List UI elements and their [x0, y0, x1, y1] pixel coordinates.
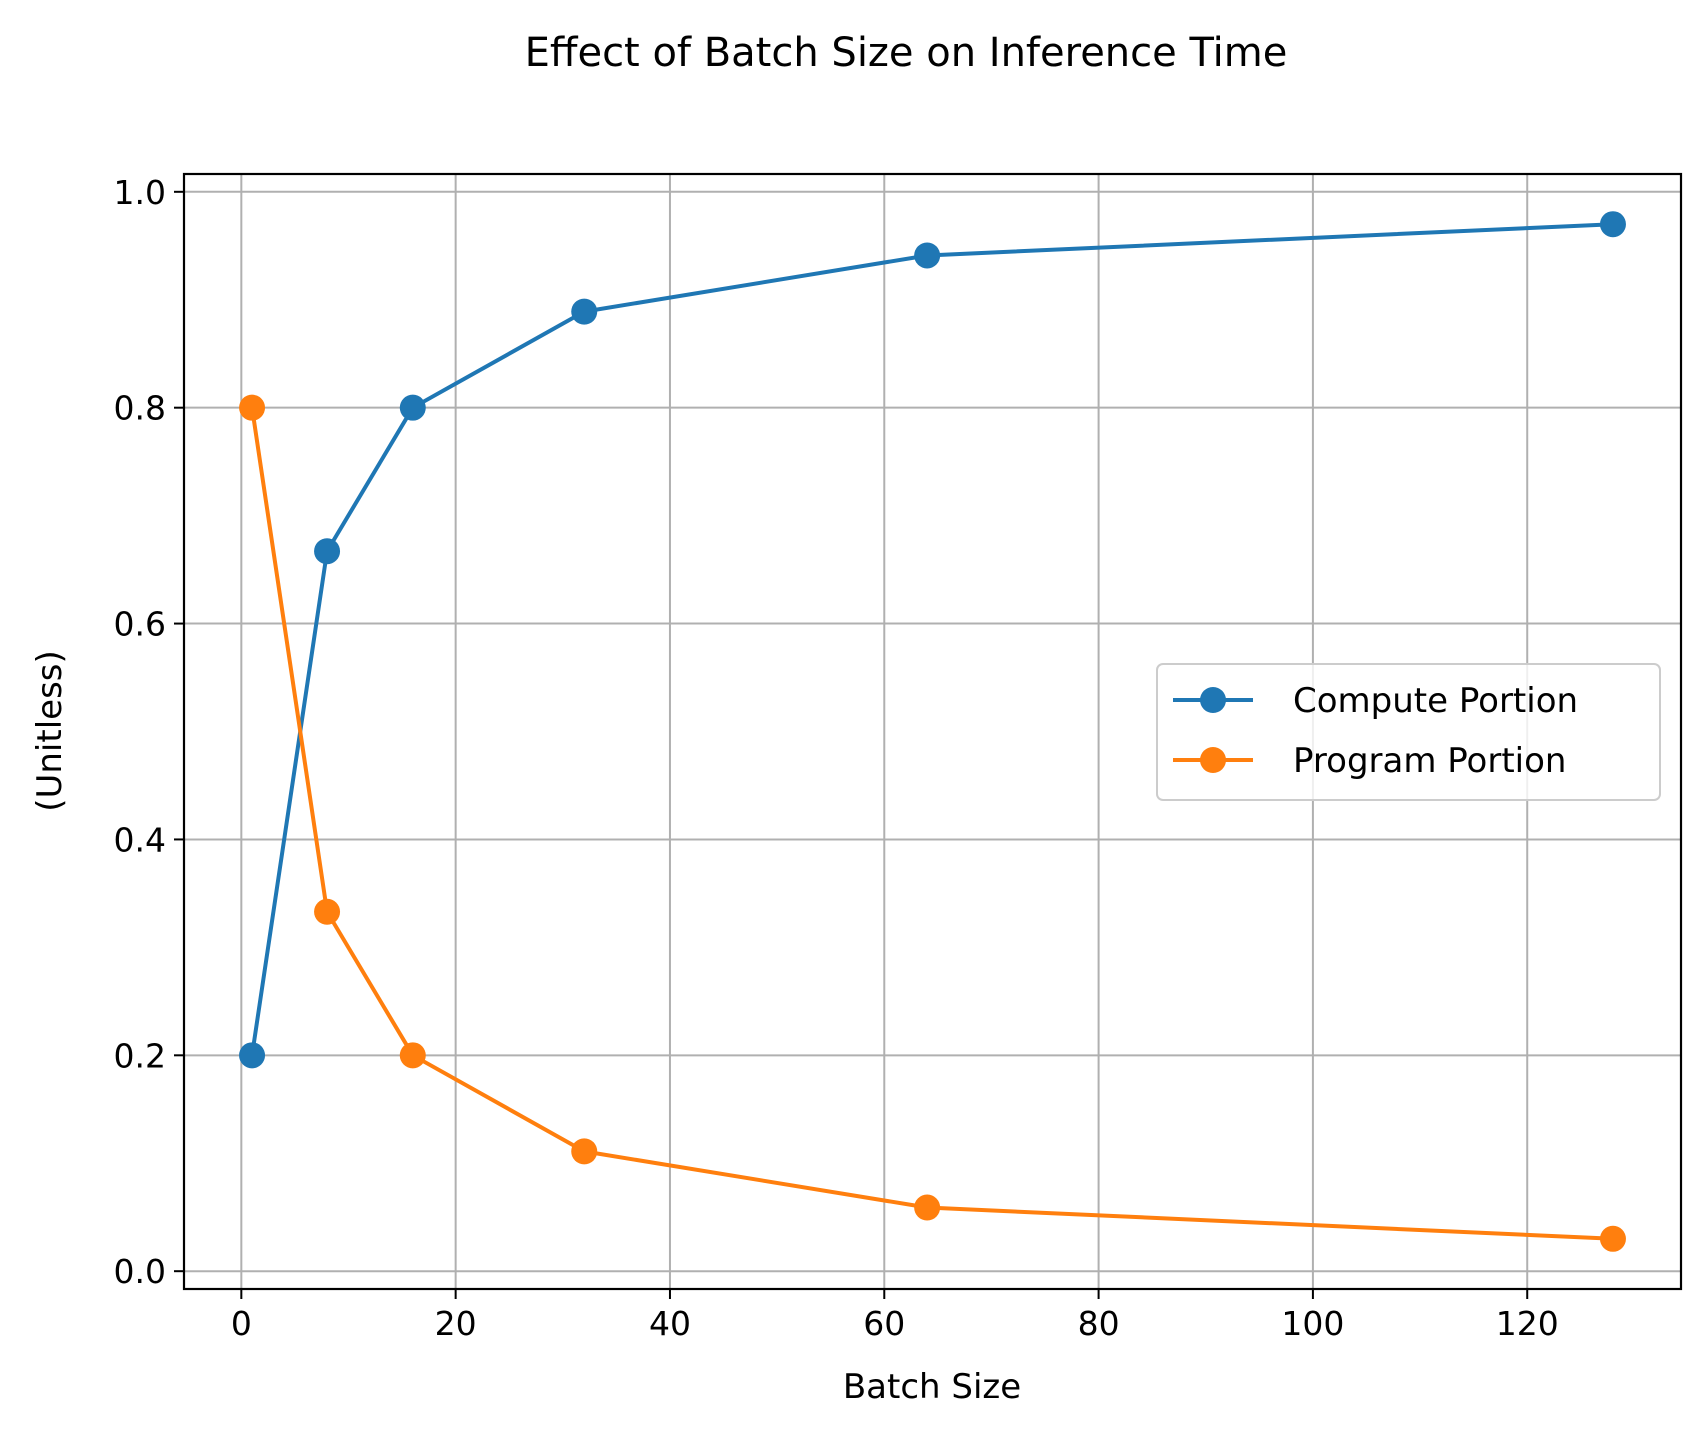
data-point-program-portion — [1599, 1225, 1626, 1252]
series-line-program-portion — [250, 407, 1614, 1241]
plot-frame — [182, 172, 1683, 1291]
legend-marker — [1200, 687, 1226, 713]
data-point-compute-portion — [399, 394, 426, 421]
series-line-compute-portion — [250, 222, 1614, 1056]
y-tick-label: 0.2 — [114, 1036, 166, 1075]
x-axis-label: Batch Size — [843, 1367, 1021, 1407]
data-point-compute-portion — [571, 298, 598, 325]
x-tick-label: 40 — [649, 1304, 691, 1343]
legend-label: Compute Portion — [1293, 681, 1578, 721]
y-tick-label: 0.8 — [114, 389, 166, 428]
x-tick-label: 120 — [1496, 1304, 1559, 1343]
series-layer — [239, 211, 1626, 1252]
x-tick-label: 100 — [1281, 1304, 1344, 1343]
grid — [184, 174, 1681, 1289]
legend-label: Program Portion — [1293, 741, 1566, 781]
data-point-program-portion — [239, 394, 266, 421]
x-tick-label: 20 — [435, 1304, 477, 1343]
y-axis-label: (Unitless) — [30, 650, 70, 812]
data-point-program-portion — [399, 1042, 426, 1069]
data-point-program-portion — [571, 1138, 598, 1165]
x-tick-label: 60 — [863, 1304, 905, 1343]
y-tick-label: 0.6 — [114, 605, 166, 644]
y-tick-label: 0.4 — [114, 820, 166, 859]
data-point-compute-portion — [914, 242, 941, 269]
legend-marker — [1200, 747, 1226, 773]
data-point-program-portion — [314, 898, 341, 925]
data-point-compute-portion — [239, 1042, 266, 1069]
chart-title: Effect of Batch Size on Inference Time — [525, 30, 1288, 76]
y-tick-label: 0.0 — [114, 1252, 166, 1291]
y-tick-label: 1.0 — [114, 173, 166, 212]
data-point-compute-portion — [314, 538, 341, 565]
legend: Compute Portion Program Portion — [1156, 663, 1661, 801]
x-tick-label: 0 — [231, 1304, 252, 1343]
data-point-compute-portion — [1599, 211, 1626, 238]
x-tick-label: 80 — [1078, 1304, 1120, 1343]
legend-box — [1156, 663, 1661, 801]
data-point-program-portion — [914, 1194, 941, 1221]
axis-ticks: 0 20 40 60 80 100 120 0.0 0.2 0.4 0.6 0.8 1.0 — [114, 173, 1559, 1343]
